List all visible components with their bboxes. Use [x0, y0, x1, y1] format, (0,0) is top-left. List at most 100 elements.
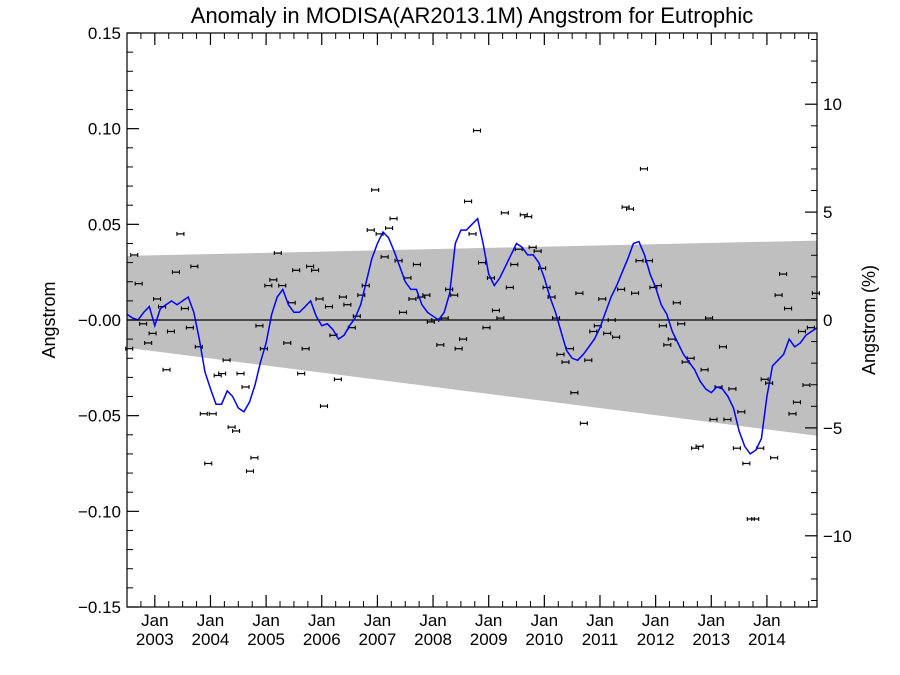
anomaly-point [445, 287, 454, 292]
anomaly-point [208, 411, 217, 416]
x-tick-year: 2010 [525, 630, 563, 649]
anomaly-point [204, 461, 213, 466]
x-tick-year: 2005 [247, 630, 285, 649]
anomaly-point [700, 367, 709, 372]
anomaly-point [607, 318, 616, 322]
anomaly-point [222, 358, 231, 363]
x-tick-year: 2007 [358, 630, 396, 649]
x-tick-year: 2013 [692, 630, 730, 649]
anomaly-point [630, 291, 640, 296]
anomaly-point [338, 295, 347, 300]
x-tick-month: Jan [753, 611, 780, 630]
anomaly-point [162, 367, 171, 372]
y-right-tick-label: −10 [823, 527, 852, 546]
anomaly-point [412, 262, 421, 267]
anomaly-point [788, 411, 797, 416]
anomaly-point [482, 325, 491, 330]
anomaly-point [732, 446, 741, 451]
y-right-tick-label: 5 [823, 203, 832, 222]
anomaly-point [603, 331, 612, 336]
anomaly-point [152, 296, 162, 301]
plot-area [125, 32, 820, 608]
anomaly-point [751, 516, 760, 521]
y-tick-label: −0.15 [78, 598, 121, 617]
anomaly-point [774, 293, 783, 298]
anomaly-point [464, 199, 473, 204]
anomaly-point [760, 377, 769, 382]
anomaly-point [241, 384, 250, 389]
anomaly-point [398, 310, 408, 315]
anomaly-point [472, 128, 482, 133]
anomaly-point [264, 283, 273, 288]
anomaly-point [134, 281, 143, 286]
anomaly-point [598, 296, 607, 301]
anomaly-point [491, 308, 500, 313]
anomaly-point [385, 226, 394, 231]
left-axis-title: Angstrom [39, 281, 59, 358]
confidence-band [127, 240, 817, 436]
anomaly-point [218, 371, 227, 376]
anomaly-point [737, 409, 746, 414]
y-tick-label: −0.05 [78, 407, 121, 426]
anomaly-point [570, 390, 579, 395]
anomaly-point [635, 258, 644, 263]
anomaly-point [612, 335, 621, 340]
anomaly-point [269, 277, 278, 282]
anomaly-point [292, 268, 301, 273]
anomaly-point [459, 337, 468, 342]
y-right-tick-label: −5 [823, 419, 842, 438]
x-axis: Jan2003Jan2004Jan2005Jan2006Jan2007Jan20… [136, 33, 810, 649]
right-axis-title: Angstrom (%) [859, 265, 879, 375]
anomaly-point [352, 314, 361, 319]
y-tick-label: 0.15 [88, 24, 121, 43]
anomaly-point [677, 321, 686, 326]
x-tick-year: 2012 [637, 630, 675, 649]
anomaly-point [510, 262, 519, 267]
anomaly-point [477, 260, 487, 265]
anomaly-point [709, 417, 718, 422]
y-right-tick-label: 0 [823, 311, 832, 330]
x-tick-year: 2006 [303, 630, 341, 649]
anomaly-point [468, 231, 477, 236]
y-tick-label: −0.10 [78, 502, 121, 521]
anomaly-point [324, 304, 334, 309]
x-tick-month: Jan [698, 611, 725, 630]
x-tick-month: Jan [475, 611, 502, 630]
chart-title: Anomaly in MODISA(AR2013.1M) Angstrom fo… [191, 3, 753, 28]
anomaly-point [579, 421, 588, 426]
anomaly-point [180, 306, 189, 311]
anomaly-point [450, 293, 459, 298]
anomaly-point [695, 444, 704, 449]
anomaly-point [185, 325, 194, 330]
anomaly-point [658, 323, 667, 328]
anomaly-point [617, 287, 626, 292]
anomaly-point [672, 300, 681, 305]
x-tick-month: Jan [364, 611, 391, 630]
x-tick-month: Jan [252, 611, 279, 630]
x-tick-year: 2008 [414, 630, 452, 649]
x-tick-month: Jan [642, 611, 669, 630]
anomaly-point [232, 428, 241, 433]
anomaly-point [802, 383, 811, 388]
anomaly-point [551, 316, 561, 321]
anomaly-point [436, 342, 445, 347]
anomaly-point [394, 258, 403, 263]
anomaly-point [130, 252, 139, 257]
anomaly-point [723, 417, 732, 422]
x-tick-month: Jan [419, 611, 446, 630]
anomaly-point [528, 245, 537, 250]
y-tick-label: 0.10 [88, 120, 121, 139]
anomaly-point [639, 166, 648, 171]
x-tick-year: 2011 [582, 630, 619, 649]
anomaly-point [278, 283, 287, 288]
x-tick-month: Jan [197, 611, 224, 630]
anomaly-point [454, 346, 463, 351]
anomaly-point [533, 249, 542, 254]
x-tick-year: 2009 [470, 630, 508, 649]
left-y-axis: −0.15 −0.10 −0.05 −0.00 0.05 0.10 0.15 [78, 24, 139, 617]
anomaly-point [199, 411, 208, 416]
anomaly-point [227, 425, 236, 430]
x-tick-month: Jan [308, 611, 335, 630]
anomaly-point [389, 216, 398, 221]
anomaly-point [343, 302, 352, 307]
